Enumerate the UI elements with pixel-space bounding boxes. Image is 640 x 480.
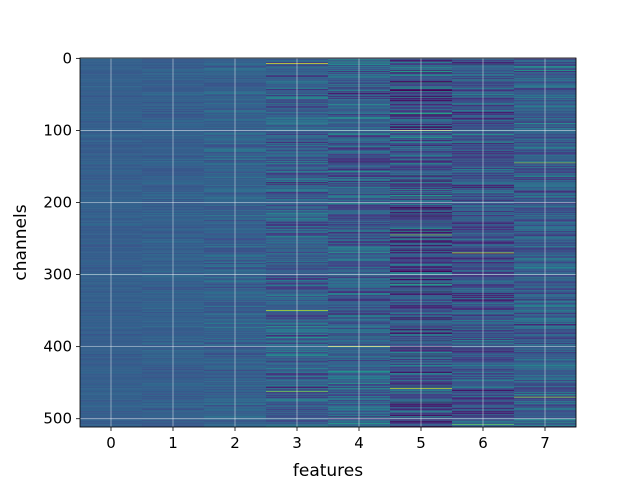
x-tick-label: 3 bbox=[292, 434, 302, 452]
y-tick-label: 400 bbox=[43, 338, 72, 356]
y-tick-label: 0 bbox=[62, 49, 72, 67]
y-tick-label: 300 bbox=[43, 266, 72, 284]
x-tick-label: 2 bbox=[230, 434, 240, 452]
x-tick-label: 6 bbox=[478, 434, 488, 452]
grid-lines bbox=[80, 57, 576, 427]
x-tick-label: 1 bbox=[168, 434, 178, 452]
x-tick-label: 7 bbox=[540, 434, 550, 452]
y-axis-label: channels bbox=[11, 204, 31, 280]
y-tick-label: 500 bbox=[43, 410, 72, 428]
x-tick-label: 0 bbox=[106, 434, 116, 452]
heatmap-area bbox=[80, 58, 577, 428]
y-tick-label: 200 bbox=[43, 194, 72, 212]
y-axis: 0 100 200 300 400 500 bbox=[43, 49, 80, 428]
x-tick-label: 4 bbox=[354, 434, 364, 452]
y-tick-label: 100 bbox=[43, 121, 72, 139]
x-tick-label: 5 bbox=[416, 434, 426, 452]
x-axis-label: features bbox=[293, 461, 363, 480]
x-axis: 0 1 2 3 4 5 6 7 bbox=[106, 427, 550, 452]
plot-frame bbox=[79, 57, 577, 428]
